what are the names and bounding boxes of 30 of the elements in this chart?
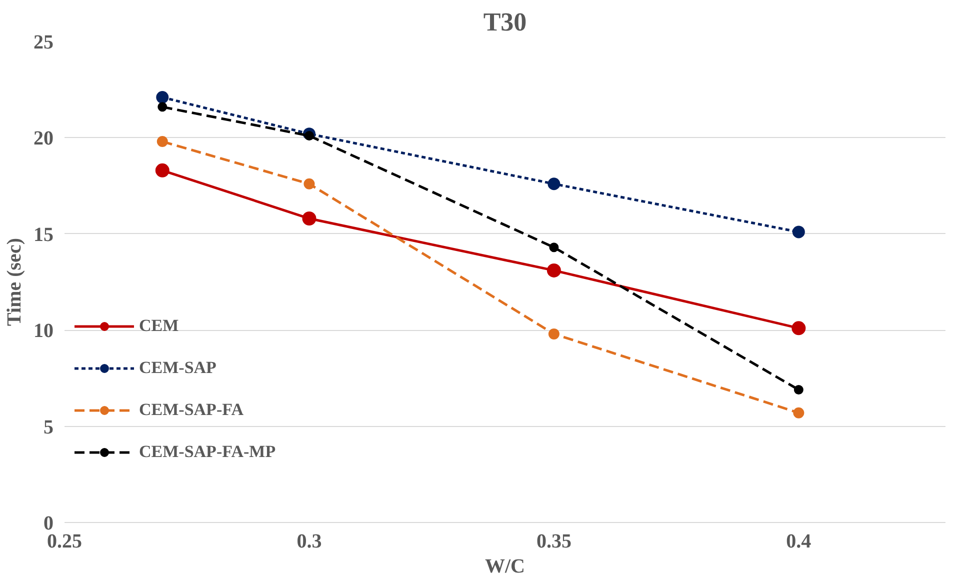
x-axis-title: W/C (485, 556, 525, 578)
point (304, 131, 314, 141)
y-tick-label: 25 (34, 32, 54, 54)
legend-label: CEM-SAP (139, 358, 216, 378)
point (548, 178, 560, 190)
point (156, 136, 168, 148)
legend-label: CEM-SAP-FA (139, 400, 244, 420)
point (548, 328, 560, 340)
legend-label: CEM (139, 316, 179, 336)
y-tick-label: 5 (44, 416, 54, 438)
y-tick-label: 10 (34, 320, 54, 342)
point (155, 163, 170, 178)
x-tick-label: 0.4 (786, 530, 812, 552)
point (302, 212, 316, 226)
y-axis-title: Time (sec) (4, 238, 26, 326)
point (156, 91, 169, 104)
legend-label: CEM-SAP-FA-MP (139, 442, 276, 462)
point (549, 242, 559, 252)
y-tick-label: 15 (34, 224, 54, 246)
point (304, 178, 315, 190)
point (792, 226, 805, 238)
point (794, 385, 804, 394)
chart-title: T30 (483, 8, 527, 36)
point (793, 407, 804, 418)
point (792, 321, 806, 336)
x-tick-label: 0.35 (536, 530, 572, 552)
point (158, 102, 168, 112)
point (546, 263, 561, 278)
y-tick-label: 20 (34, 128, 54, 150)
x-tick-label: 0.3 (296, 530, 322, 552)
